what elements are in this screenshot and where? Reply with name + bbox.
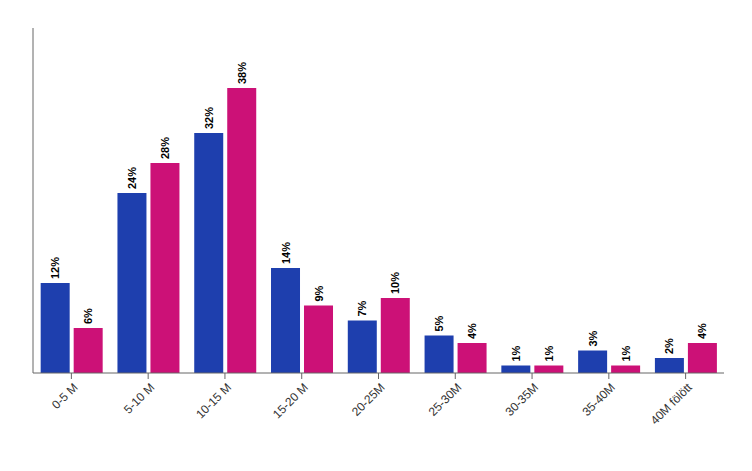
svg-text:9%: 9% xyxy=(313,285,325,301)
svg-text:28%: 28% xyxy=(159,137,171,159)
svg-text:14%: 14% xyxy=(280,242,292,264)
svg-text:24%: 24% xyxy=(126,167,138,189)
svg-text:10-15 M: 10-15 M xyxy=(193,380,234,421)
svg-text:7%: 7% xyxy=(356,300,368,316)
svg-text:20-25M: 20-25M xyxy=(349,380,388,419)
svg-text:32%: 32% xyxy=(203,107,215,129)
svg-text:5-10 M: 5-10 M xyxy=(121,380,157,416)
svg-text:1%: 1% xyxy=(510,345,522,361)
svg-text:6%: 6% xyxy=(82,308,94,324)
svg-text:25-30M: 25-30M xyxy=(426,380,465,419)
svg-text:0-5 M: 0-5 M xyxy=(49,380,81,412)
svg-text:5%: 5% xyxy=(433,315,445,331)
svg-text:40M fölött: 40M fölött xyxy=(648,380,696,428)
svg-text:35-40M: 35-40M xyxy=(579,380,618,419)
svg-text:12%: 12% xyxy=(49,257,61,279)
svg-text:3%: 3% xyxy=(587,330,599,346)
svg-text:2%: 2% xyxy=(663,338,675,354)
svg-text:1%: 1% xyxy=(543,345,555,361)
svg-text:38%: 38% xyxy=(236,62,248,84)
svg-text:10%: 10% xyxy=(389,272,401,294)
svg-text:15-20 M: 15-20 M xyxy=(270,380,311,421)
svg-text:1%: 1% xyxy=(620,345,632,361)
svg-text:4%: 4% xyxy=(696,323,708,339)
svg-text:30-35M: 30-35M xyxy=(503,380,542,419)
svg-text:4%: 4% xyxy=(466,323,478,339)
